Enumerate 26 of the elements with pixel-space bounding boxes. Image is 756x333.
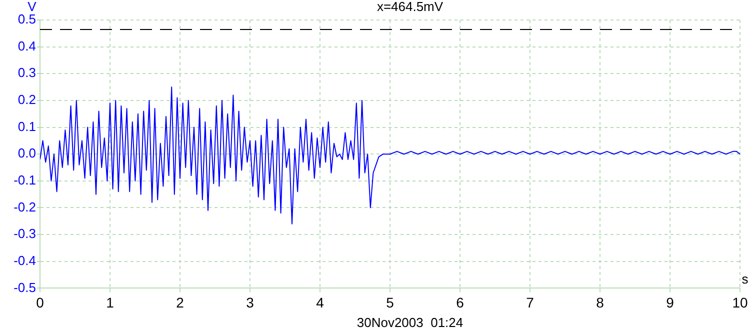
y-axis-title: V [28,0,37,14]
y-tick-label: -0.3 [14,226,36,242]
y-tick-label: 0.4 [18,38,36,54]
x-tick-label: 10 [732,294,748,310]
y-tick-label: -0.4 [14,252,36,268]
x-tick-label: 1 [106,294,114,310]
x-tick-label: 0 [36,294,44,310]
x-axis-title: s [742,271,749,286]
x-tick-label: 3 [246,294,254,310]
y-tick-label: -0.2 [14,199,36,214]
x-tick-label: 4 [316,294,324,310]
y-tick-label: -0.1 [14,172,36,188]
x-tick-label: 9 [666,294,674,310]
y-tick-label: 0.5 [18,12,36,27]
x-tick-label: 7 [526,294,534,310]
x-tick-label: 5 [386,294,394,310]
text: 30Nov2003 01:24 [356,315,464,330]
ref-line-label: x=464.5mV [376,0,444,14]
y-tick-label: 0.2 [18,92,36,108]
y-tick-label: 0.1 [18,118,36,134]
x-tick-label: 8 [596,294,604,310]
x-tick-label: 6 [456,294,464,310]
y-tick-label: 0.0 [18,146,36,161]
y-tick-label: 0.3 [18,65,36,80]
y-tick-label: -0.5 [14,280,36,295]
x-tick-label: 2 [176,294,184,310]
